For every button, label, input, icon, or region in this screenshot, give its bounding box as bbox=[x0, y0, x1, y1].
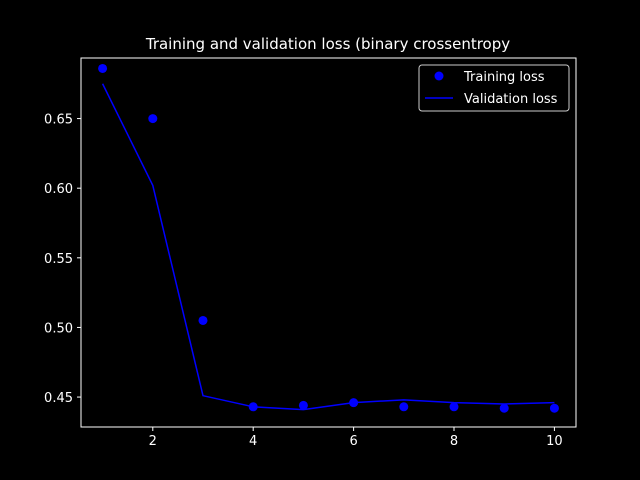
training-loss-point bbox=[148, 114, 158, 124]
chart-title: Training and validation loss (binary cro… bbox=[145, 35, 510, 53]
plot-frame bbox=[80, 57, 577, 428]
x-tick-label: 2 bbox=[149, 434, 157, 449]
training-loss-point bbox=[248, 402, 258, 412]
legend: Training loss Validation loss bbox=[418, 64, 570, 112]
validation-loss-line bbox=[101, 83, 555, 411]
training-loss-point bbox=[399, 402, 409, 412]
y-tick-label: 0.55 bbox=[44, 252, 73, 267]
y-tick-label: 0.50 bbox=[44, 321, 73, 336]
training-loss-point bbox=[98, 63, 108, 73]
training-loss-point bbox=[549, 403, 559, 413]
x-tick-label: 4 bbox=[249, 434, 257, 449]
x-tick-label: 6 bbox=[349, 434, 357, 449]
y-tick-label: 0.45 bbox=[44, 391, 73, 406]
x-tick-label: 8 bbox=[450, 434, 458, 449]
y-tick-label: 0.60 bbox=[44, 182, 73, 197]
plot-area: 2 4 6 8 10 0.45 0.50 0.55 0.60 0.65 bbox=[44, 57, 577, 449]
training-loss-point bbox=[499, 403, 509, 413]
x-axis: 2 4 6 8 10 bbox=[149, 427, 563, 449]
series-layer bbox=[98, 63, 559, 413]
legend-marker-training bbox=[434, 71, 444, 81]
training-loss-point bbox=[349, 398, 359, 408]
training-loss-point bbox=[198, 315, 208, 325]
legend-label-validation: Validation loss bbox=[464, 92, 558, 107]
x-tick-label: 10 bbox=[546, 434, 563, 449]
training-loss-point bbox=[449, 402, 459, 412]
y-axis: 0.45 0.50 0.55 0.60 0.65 bbox=[44, 113, 81, 406]
training-loss-point bbox=[298, 400, 308, 410]
y-tick-label: 0.65 bbox=[44, 113, 73, 128]
legend-box bbox=[418, 64, 570, 112]
legend-label-training: Training loss bbox=[463, 70, 545, 85]
